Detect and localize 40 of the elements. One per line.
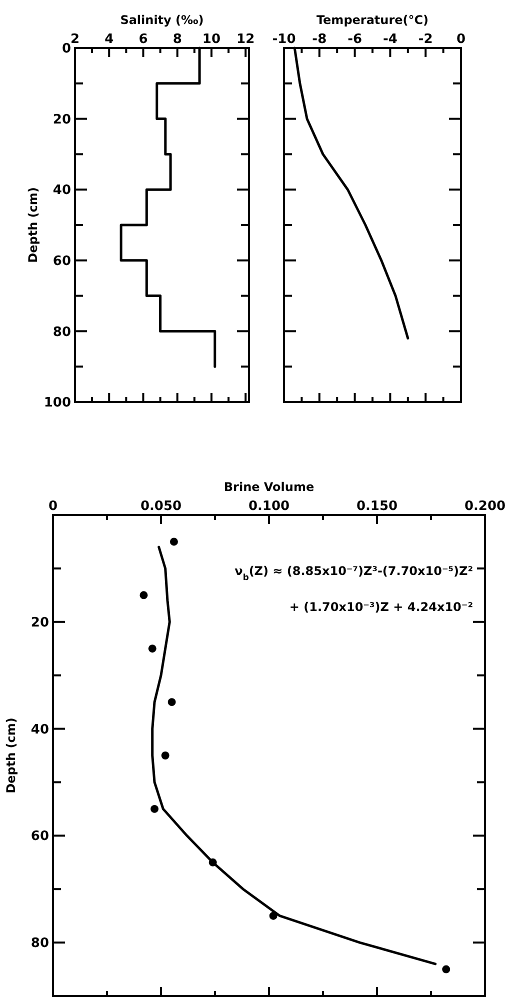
x-tick-label: -4 [382,32,398,47]
y-tick-label: 60 [52,254,71,269]
y-tick-label: 40 [52,183,71,198]
x-tick-label: 2 [70,32,80,47]
y-tick-label: 80 [52,324,71,340]
x-tick-label: 0 [456,32,466,47]
point [168,698,176,706]
point [170,538,178,546]
point [140,591,148,600]
x-tick-label: -8 [312,32,327,47]
x-tick-label: 0.050 [140,499,182,514]
x-axis-title: Temperature(°C) [316,13,429,27]
y-tick-label: 60 [30,829,49,844]
x-tick-label: -10 [272,32,296,47]
x-axis-title: Brine Volume [224,480,314,494]
y-tick-label: 40 [30,722,49,738]
point [442,965,450,974]
x-tick-label: 10 [202,32,221,47]
annotation: ν$_{b}$(Z) ≈ (8.85x10⁻⁷)Z³-(7.70x10⁻⁵)Z² [234,564,473,582]
point [150,804,159,813]
y-axis-title: Depth (cm) [26,187,40,263]
y-tick-label: 20 [30,615,49,630]
x-tick-label: 0.200 [464,499,506,514]
x-tick-label: 12 [236,32,255,47]
y-tick-label: 0 [62,42,71,57]
x-tick-label: 8 [172,32,182,47]
y-axis-title: Depth (cm) [4,718,18,794]
x-tick-label: 0.150 [356,499,398,514]
x-tick-label: -6 [348,32,362,47]
point [161,752,170,760]
point [148,644,156,653]
y-tick-label: 20 [52,112,71,128]
y-tick-label: 80 [30,936,49,952]
x-tick-label: 0.100 [248,499,290,514]
annotation: + (1.70x10⁻³)Z + 4.24x10⁻² [289,600,473,614]
x-axis-title: Salinity (‰) [120,13,204,27]
y-tick-label: 100 [44,396,71,411]
x-tick-label: 4 [104,32,114,47]
x-tick-label: 6 [138,32,148,47]
x-tick-label: -2 [418,32,433,47]
